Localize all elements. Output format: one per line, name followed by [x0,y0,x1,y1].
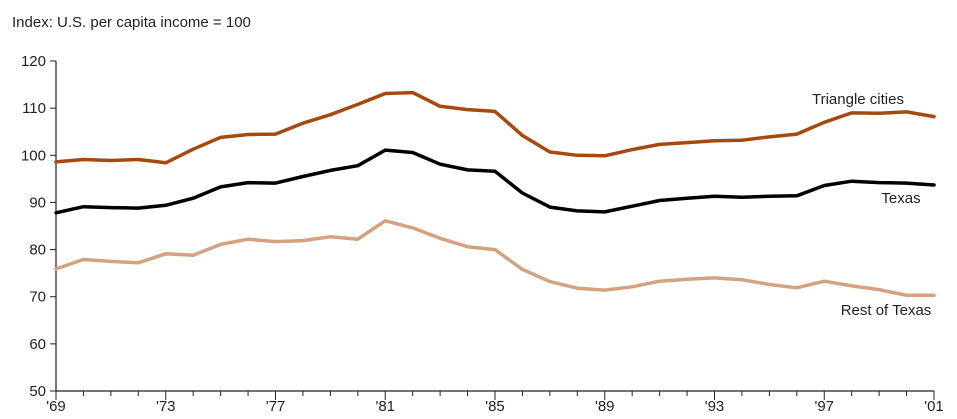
y-tick-label: 120 [21,53,46,70]
chart-title: Index: U.S. per capita income = 100 [12,14,251,31]
series-lines [54,90,936,298]
y-tick-label: 70 [29,289,46,306]
x-tick-label: '01 [924,398,944,414]
series-line-rest-of-texas [54,219,936,298]
y-tick-label: 60 [29,336,46,353]
series-label: Texas [881,190,920,207]
y-tick-label: 90 [29,194,46,211]
x-tick-label: '89 [595,398,615,414]
series-labels: Triangle cities Texas Rest of Texas [812,91,931,319]
series-label: Rest of Texas [841,302,932,319]
y-axis-ticks: 50 60 70 80 90 100 110 120 [21,53,56,400]
x-axis-ticks: '69 '73 '77 '81 '85 '89 '93 '97 '01 [46,391,944,415]
x-tick-label: '97 [814,398,834,414]
y-tick-label: 80 [29,242,46,259]
series-label: Triangle cities [812,91,904,108]
series-line-triangle-cities [54,90,936,165]
x-tick-label: '69 [46,398,66,414]
series-line-texas [54,148,936,215]
x-tick-label: '85 [485,398,505,414]
x-tick-label: '81 [375,398,395,414]
x-tick-label: '77 [266,398,286,414]
x-tick-label: '73 [156,398,176,414]
x-tick-label: '93 [705,398,725,414]
y-tick-label: 50 [29,383,46,400]
y-tick-label: 110 [22,100,46,117]
y-tick-label: 100 [21,147,46,164]
